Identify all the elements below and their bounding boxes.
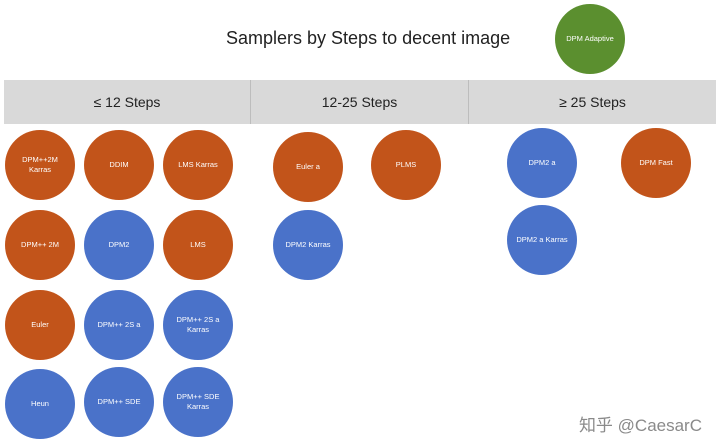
- step-range-header: ≤ 12 Steps 12-25 Steps ≥ 25 Steps: [4, 80, 716, 124]
- sampler-dpm2-karras: DPM2 Karras: [273, 210, 343, 280]
- sampler-plms: PLMS: [371, 130, 441, 200]
- watermark-text: 知乎 @CaesarC: [578, 416, 702, 435]
- sampler-heun: Heun: [5, 369, 75, 439]
- sampler-lms: LMS: [163, 210, 233, 280]
- sampler-dpmpp-2s-a: DPM++ 2S a: [84, 290, 154, 360]
- sampler-dpmpp-2m-karras: DPM++2M Karras: [5, 130, 75, 200]
- column-header-ge-25: ≥ 25 Steps: [468, 80, 716, 124]
- sampler-lms-karras: LMS Karras: [163, 130, 233, 200]
- sampler-dpm2-a-karras: DPM2 a Karras: [507, 205, 577, 275]
- sampler-dpm-fast: DPM Fast: [621, 128, 691, 198]
- sampler-dpmpp-2m: DPM++ 2M: [5, 210, 75, 280]
- sampler-ddim: DDIM: [84, 130, 154, 200]
- sampler-dpm2: DPM2: [84, 210, 154, 280]
- sampler-dpmpp-sde-karras: DPM++ SDE Karras: [163, 367, 233, 437]
- sampler-dpmpp-sde: DPM++ SDE: [84, 367, 154, 437]
- column-header-le-12: ≤ 12 Steps: [93, 94, 161, 110]
- sampler-dpm2-a: DPM2 a: [507, 128, 577, 198]
- legend-dpm-adaptive-circle: DPM Adaptive: [555, 4, 625, 74]
- column-header-12-25: 12-25 Steps: [250, 80, 468, 124]
- sampler-dpmpp-2s-a-karras: DPM++ 2S a Karras: [163, 290, 233, 360]
- sampler-euler: Euler: [5, 290, 75, 360]
- diagram-title: Samplers by Steps to decent image: [226, 28, 511, 48]
- sampler-euler-a: Euler a: [273, 132, 343, 202]
